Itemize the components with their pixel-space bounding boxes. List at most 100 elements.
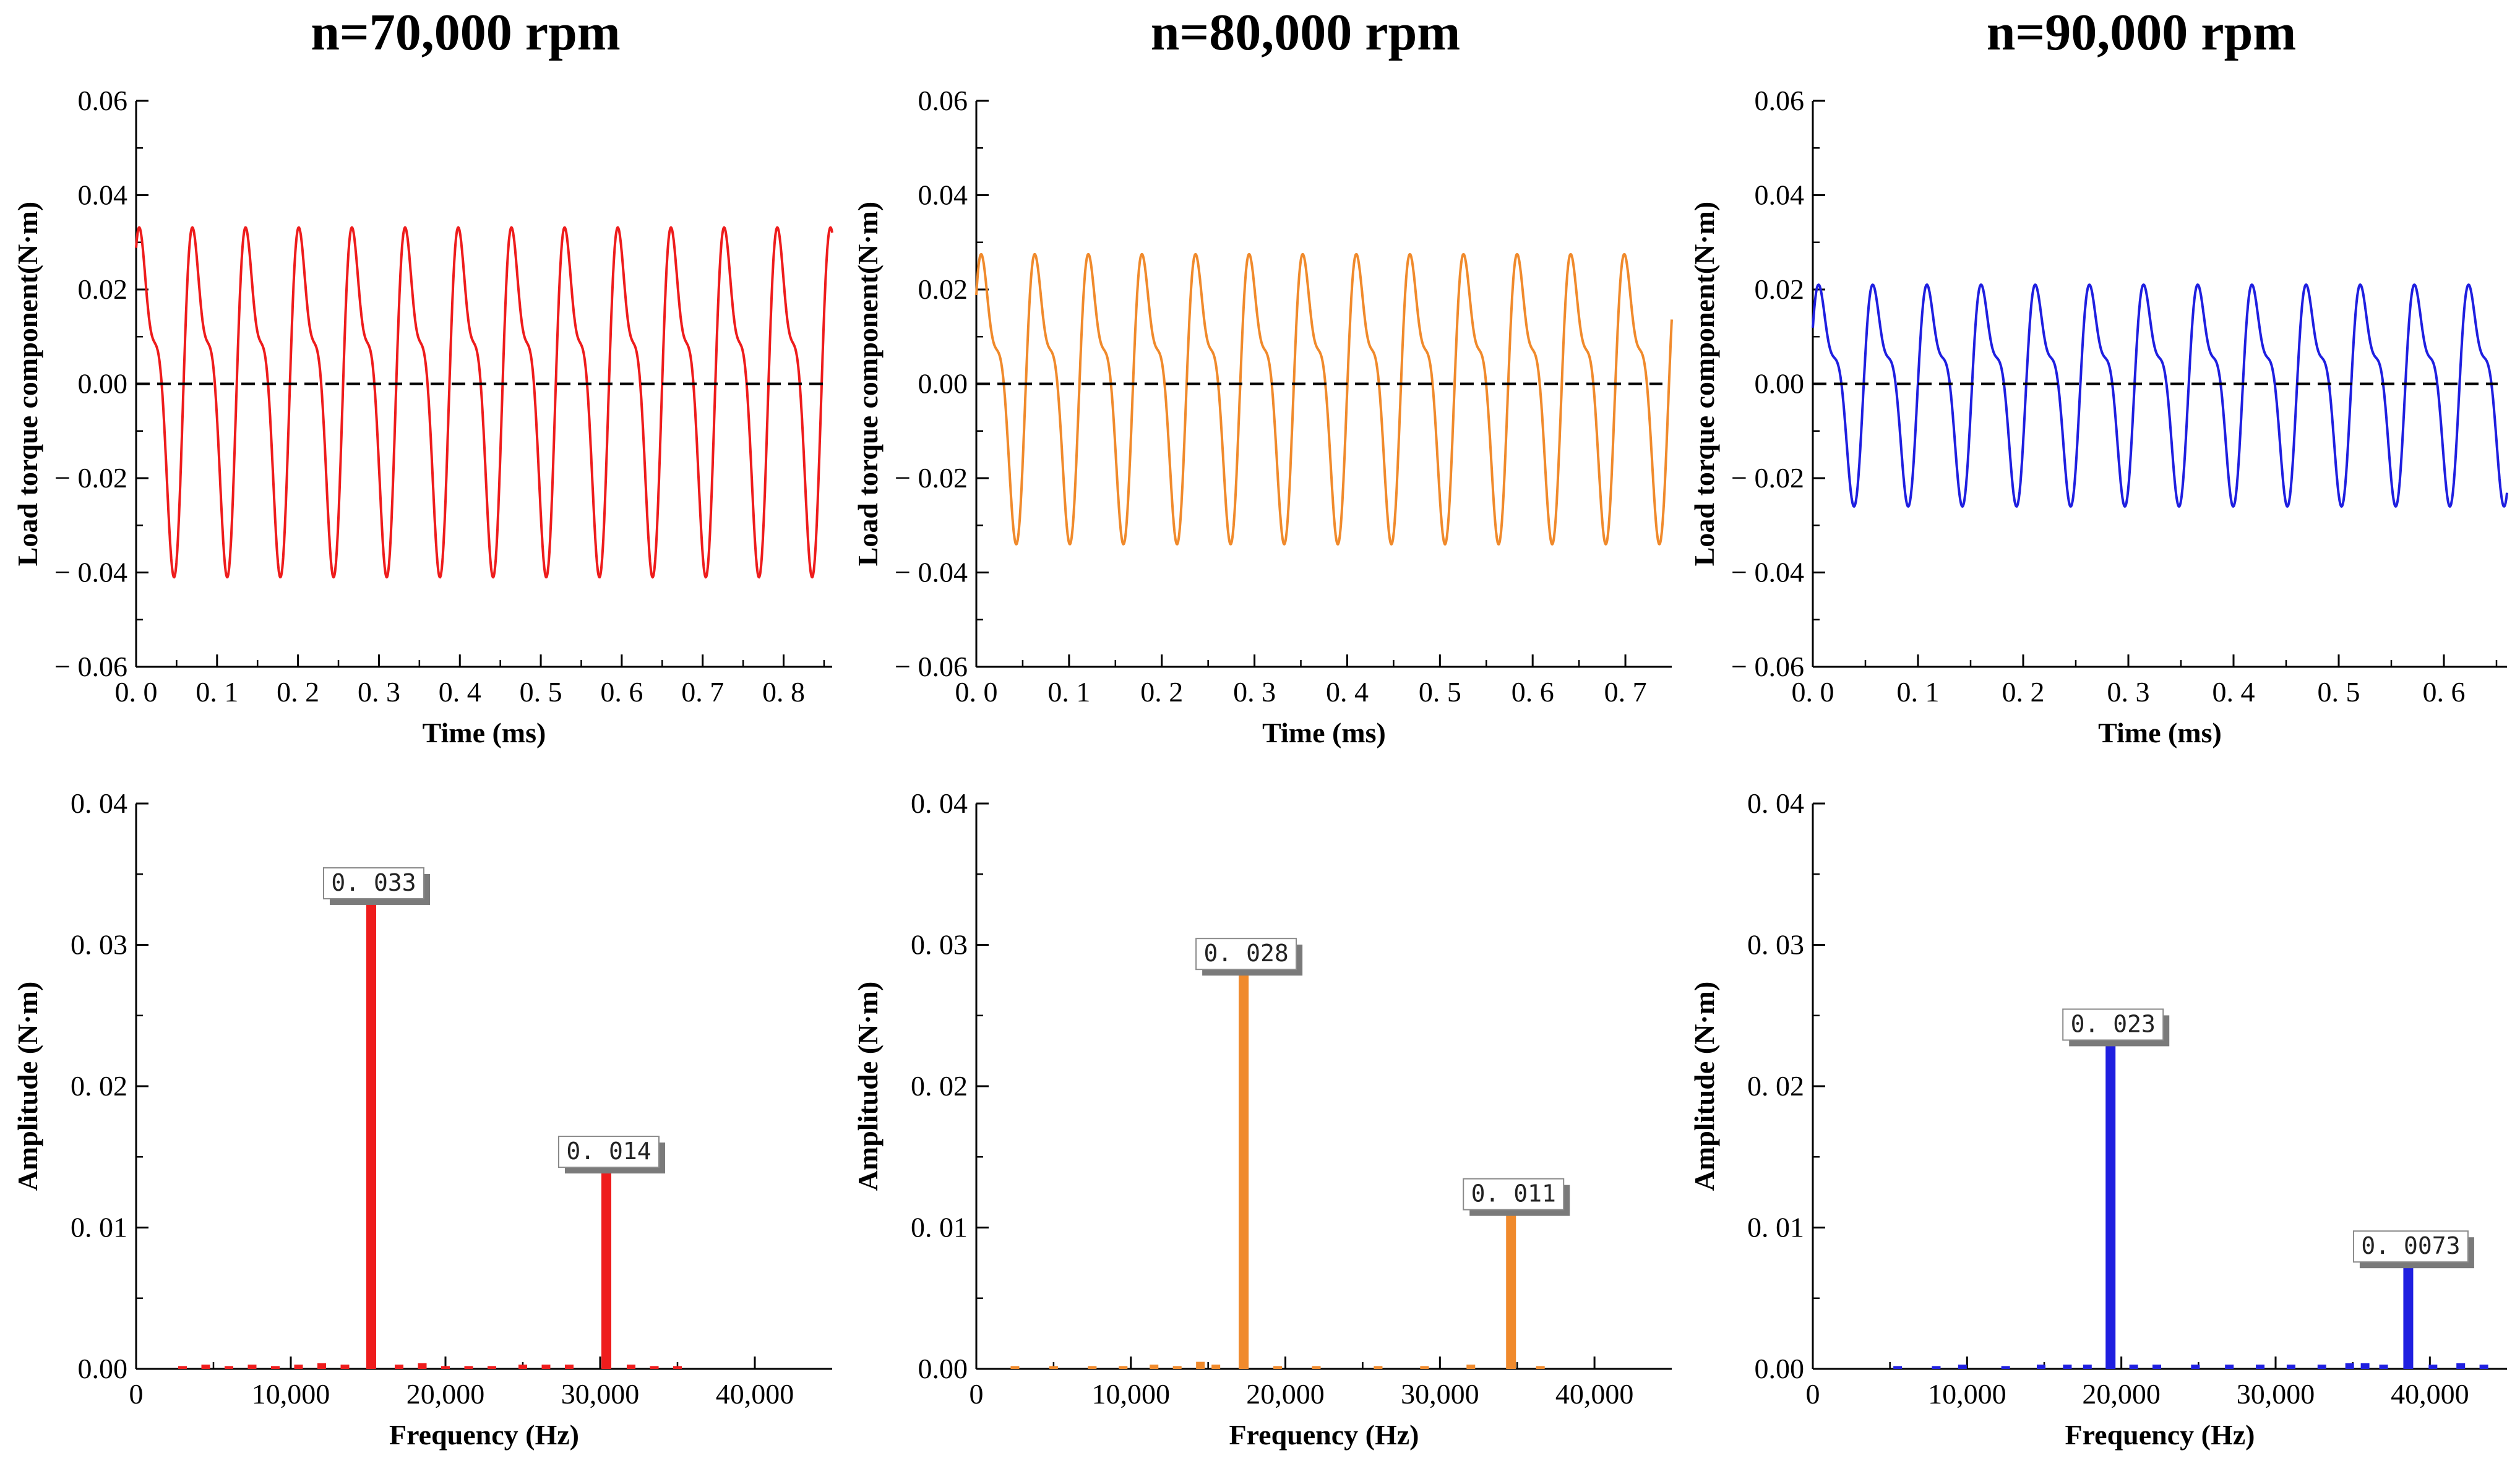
time-domain-chart-90000: n=90,000 rpm − 0.06 − 0.04 − 0.02 0.00 0.02 0.… <box>1688 4 2508 748</box>
x-tick-label: 40,000 <box>2391 1378 2469 1410</box>
peak-label-box <box>2062 1008 2164 1041</box>
x-axis-title: Time (ms) <box>2098 717 2222 748</box>
y-tick-label: 0. 02 <box>71 1070 127 1102</box>
time-domain-chart-80000: n=80,000 rpm − 0.06 − 0.04 − 0.02 0.00 0.02 0.… <box>852 4 1673 748</box>
y-tick-label: 0. 02 <box>1747 1070 1804 1102</box>
charts-layer: n=70,000 rpm − 0.06 − 0.04 − 0.02 0.00 0.02 0.… <box>12 4 2508 1451</box>
torque-waveform-line <box>975 252 1673 546</box>
x-tick-label-zero: 0 <box>1806 1378 1820 1410</box>
time-domain-chart-70000: n=70,000 rpm − 0.06 − 0.04 − 0.02 0.00 0.02 0.… <box>12 4 833 748</box>
peak-label-box <box>1195 938 1297 971</box>
spectrum-chart-0: 0.00 0. 01 0. 02 0. 03 0. 04 0 10,000 20,000 30,… <box>12 787 832 1451</box>
noise-bar <box>2001 1366 2010 1369</box>
x-tick-label: 0. 3 <box>2107 676 2150 708</box>
x-tick-label: 0. 0 <box>955 676 998 708</box>
x-tick-label: 10,000 <box>1092 1378 1171 1410</box>
noise-bar <box>565 1365 574 1369</box>
noise-bar <box>1150 1365 1159 1369</box>
noise-bar <box>294 1365 303 1369</box>
noise-bar <box>488 1366 496 1369</box>
peak-label-box <box>1463 1178 1565 1211</box>
noise-bar <box>317 1363 326 1369</box>
noise-bar <box>2129 1365 2138 1369</box>
y-tick-label: 0.04 <box>78 179 128 211</box>
x-tick-label: 0. 2 <box>1140 676 1183 708</box>
x-tick-label: 0. 5 <box>1419 676 1461 708</box>
x-tick-label: 0. 0 <box>115 676 158 708</box>
y-tick-label: − 0.06 <box>1731 651 1804 682</box>
noise-bar <box>1049 1366 1058 1369</box>
noise-bar <box>1312 1366 1321 1369</box>
noise-bar <box>1088 1366 1097 1369</box>
x-tick-label: 0. 7 <box>1604 676 1647 708</box>
x-tick-label: 0. 6 <box>1512 676 1554 708</box>
noise-bar <box>340 1365 350 1369</box>
y-tick-label: − 0.02 <box>895 462 968 494</box>
y-axis-title: Load torque component(N·m) <box>12 202 43 567</box>
noise-bar <box>395 1365 403 1369</box>
spectrum-chart-1: 0.00 0. 01 0. 02 0. 03 0. 04 0 10,000 20,000 30,… <box>852 787 1672 1451</box>
x-tick-label: 0. 1 <box>196 676 238 708</box>
x-tick-label: 0. 4 <box>1326 676 1369 708</box>
noise-bar <box>2345 1363 2354 1369</box>
y-tick-label: 0.04 <box>1755 179 1805 211</box>
y-tick-label: − 0.02 <box>54 462 127 494</box>
noise-bar <box>2083 1365 2092 1369</box>
y-tick-label: 0. 01 <box>1747 1212 1804 1243</box>
peak-value-label: 0. 028 <box>1203 940 1288 967</box>
noise-bar <box>673 1366 682 1369</box>
y-tick-label: − 0.04 <box>54 557 127 588</box>
x-tick-label: 30,000 <box>561 1378 640 1410</box>
noise-bar <box>541 1365 551 1369</box>
chart-title: n=80,000 rpm <box>1151 4 1461 61</box>
x-tick-label: 0. 5 <box>2318 676 2360 708</box>
x-tick-label: 0. 2 <box>277 676 319 708</box>
y-tick-label: 0.06 <box>1755 85 1805 116</box>
y-axis-title: Amplitude (N·m) <box>1688 982 1720 1191</box>
x-tick-label: 0. 1 <box>1897 676 1940 708</box>
noise-bar <box>2428 1365 2438 1369</box>
x-tick-label: 20,000 <box>2082 1378 2161 1410</box>
y-tick-label: 0.00 <box>78 368 128 400</box>
y-tick-label: 0. 04 <box>911 787 968 819</box>
peak-label-box <box>323 867 424 899</box>
y-tick-label: 0. 04 <box>1747 787 1804 819</box>
noise-bar <box>1536 1366 1545 1369</box>
x-tick-label: 0. 6 <box>2423 676 2466 708</box>
y-tick-label: 0.00 <box>1755 1353 1805 1384</box>
peak-bar <box>1506 1213 1516 1369</box>
y-tick-label: 0.06 <box>918 85 968 116</box>
y-tick-label: 0.02 <box>1755 273 1805 305</box>
y-tick-label: 0. 03 <box>71 929 127 961</box>
noise-bar <box>1420 1366 1429 1369</box>
x-tick-label: 20,000 <box>1246 1378 1325 1410</box>
y-tick-label: 0. 03 <box>1747 929 1804 961</box>
noise-bar <box>2379 1365 2388 1369</box>
noise-bar <box>1893 1366 1903 1369</box>
noise-bar <box>2037 1365 2046 1369</box>
peak-value-label: 0. 011 <box>1471 1180 1556 1207</box>
chart-title: n=70,000 rpm <box>311 4 621 61</box>
x-tick-label: 0. 4 <box>439 676 481 708</box>
peak-bar <box>601 1171 611 1369</box>
y-tick-label: 0.00 <box>918 1353 968 1384</box>
noise-bar <box>418 1363 427 1369</box>
noise-bar <box>1211 1365 1221 1369</box>
noise-bar <box>2456 1363 2466 1369</box>
noise-bar <box>441 1366 450 1369</box>
x-tick-label: 10,000 <box>252 1378 330 1410</box>
x-axis-title: Frequency (Hz) <box>1229 1419 1419 1451</box>
x-tick-label: 0. 1 <box>1047 676 1090 708</box>
y-tick-label: 0.06 <box>78 85 128 116</box>
x-axis-title: Frequency (Hz) <box>2065 1419 2255 1451</box>
x-tick-label: 0. 3 <box>358 676 400 708</box>
x-axis-title: Time (ms) <box>1262 717 1386 748</box>
peak-value-label: 0. 033 <box>331 869 416 896</box>
y-axis-title: Load torque component(N·m) <box>852 202 884 567</box>
noise-bar <box>2063 1365 2072 1369</box>
x-tick-label: 20,000 <box>406 1378 485 1410</box>
y-tick-label: 0. 02 <box>911 1070 968 1102</box>
noise-bar <box>178 1366 187 1369</box>
noise-bar <box>1010 1366 1020 1369</box>
